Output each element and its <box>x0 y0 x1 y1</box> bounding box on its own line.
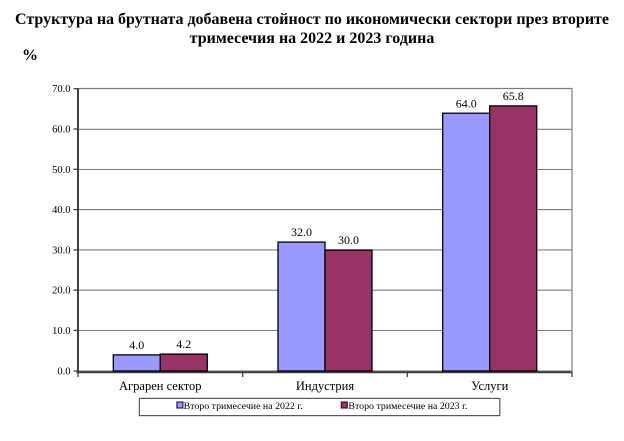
svg-text:10.0: 10.0 <box>52 326 70 337</box>
svg-text:65.8: 65.8 <box>503 89 524 103</box>
svg-text:4.2: 4.2 <box>176 337 191 351</box>
svg-text:30.0: 30.0 <box>52 245 70 256</box>
svg-text:Второ тримесечие на 2023 г.: Второ тримесечие на 2023 г. <box>348 401 467 412</box>
svg-text:32.0: 32.0 <box>291 225 312 239</box>
svg-text:60.0: 60.0 <box>52 125 70 136</box>
svg-text:Индустрия: Индустрия <box>296 379 354 393</box>
svg-text:30.0: 30.0 <box>338 233 359 247</box>
svg-text:4.0: 4.0 <box>129 338 144 352</box>
svg-text:0.0: 0.0 <box>57 367 70 378</box>
svg-text:20.0: 20.0 <box>52 286 70 297</box>
svg-text:64.0: 64.0 <box>456 96 477 110</box>
svg-text:Услуги: Услуги <box>471 379 509 393</box>
svg-text:50.0: 50.0 <box>52 165 70 176</box>
svg-text:Второ тримесечие на 2022 г.: Второ тримесечие на 2022 г. <box>184 401 303 412</box>
svg-text:40.0: 40.0 <box>52 205 70 216</box>
svg-text:70.0: 70.0 <box>52 84 70 95</box>
svg-text:Аграрен сектор: Аграрен сектор <box>119 379 202 393</box>
